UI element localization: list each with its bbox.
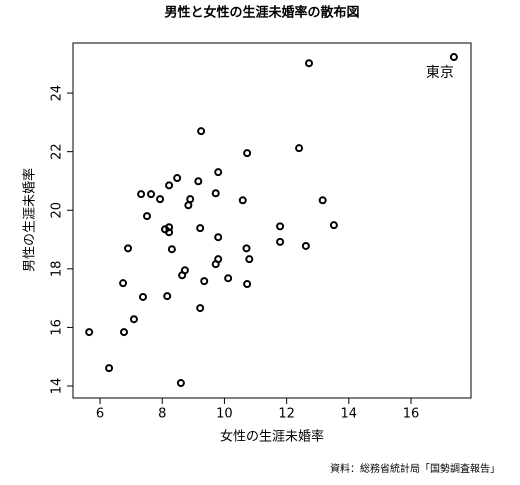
y-tick-label: 20 — [50, 202, 65, 219]
y-tick-label: 18 — [50, 261, 65, 278]
point — [137, 190, 146, 199]
point — [143, 212, 152, 221]
point — [243, 149, 252, 158]
y-tick-label: 16 — [50, 319, 65, 336]
point — [165, 223, 174, 232]
point — [105, 364, 114, 373]
point — [138, 292, 147, 301]
source-note: 資料：総務省統計局「国勢調査報告」 — [330, 462, 500, 475]
point — [119, 279, 128, 288]
point — [124, 244, 133, 253]
plot-frame — [72, 42, 472, 399]
point — [243, 280, 252, 289]
x-tick-label: 12 — [278, 407, 295, 422]
point — [197, 127, 206, 136]
point — [305, 59, 314, 68]
y-tick-label: 24 — [50, 85, 65, 102]
x-tick-label: 10 — [216, 407, 233, 422]
annotation: 東京 — [426, 65, 454, 81]
y-tick-label: 14 — [50, 378, 65, 395]
point — [165, 181, 174, 190]
y-tick-label: 22 — [50, 143, 65, 160]
point — [224, 274, 233, 283]
point — [318, 196, 327, 205]
point — [147, 190, 156, 199]
x-tick-label: 6 — [96, 407, 104, 422]
point — [184, 201, 193, 210]
point — [295, 144, 304, 153]
point — [245, 255, 254, 264]
point — [119, 328, 128, 337]
point — [329, 221, 338, 230]
point — [196, 304, 205, 313]
x-tick-label: 16 — [403, 407, 420, 422]
x-tick-label: 8 — [158, 407, 166, 422]
point — [214, 168, 223, 177]
point — [214, 233, 223, 242]
point — [301, 241, 310, 250]
y-axis-label: 男性の生涯未婚率 — [22, 168, 38, 272]
point — [129, 315, 138, 324]
point — [178, 271, 187, 280]
point — [165, 228, 174, 237]
point — [211, 260, 220, 269]
point — [85, 328, 94, 337]
point — [238, 196, 247, 205]
point — [167, 245, 176, 254]
point — [163, 292, 172, 301]
x-tick-label: 14 — [341, 407, 358, 422]
chart-title: 男性と女性の生涯未婚率の散布図 — [164, 5, 359, 21]
point — [276, 237, 285, 246]
point — [196, 224, 205, 233]
point — [186, 195, 195, 204]
point — [200, 277, 209, 286]
point — [242, 244, 251, 253]
point — [194, 177, 203, 186]
point — [176, 379, 185, 388]
point — [449, 53, 458, 62]
x-axis-label: 女性の生涯未婚率 — [220, 429, 324, 445]
point — [276, 222, 285, 231]
point — [173, 174, 182, 183]
point — [156, 195, 165, 204]
point — [211, 189, 220, 198]
